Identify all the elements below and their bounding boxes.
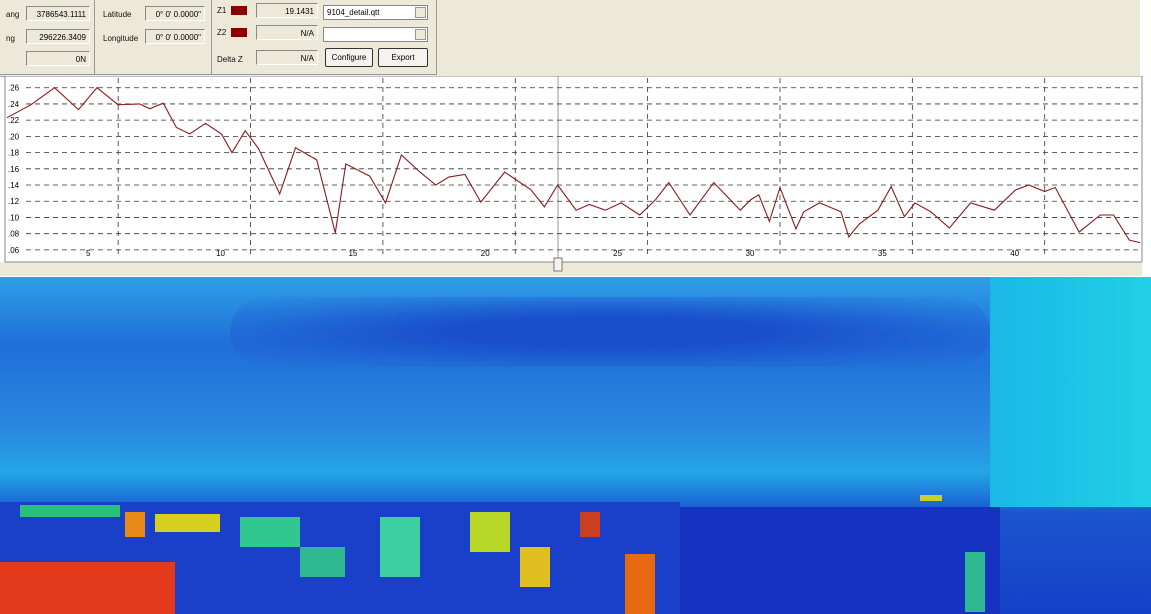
- label: Delta Z: [217, 55, 243, 64]
- label: Z2: [217, 28, 226, 37]
- label: Z1: [217, 6, 226, 15]
- x-tick-label: 40: [1010, 249, 1019, 258]
- y-tick-label: .18: [8, 149, 20, 158]
- y-tick-label: .24: [8, 100, 20, 109]
- color-swatch[interactable]: [231, 6, 247, 15]
- label: Latitude: [103, 10, 131, 19]
- easting-field[interactable]: 3786543.1111: [26, 6, 90, 21]
- x-tick-label: 35: [878, 249, 887, 258]
- coord-group: ang 3786543.1111 ng 296226.3409 0N: [0, 0, 95, 75]
- y-tick-label: .22: [8, 116, 20, 125]
- x-tick-label: 20: [481, 249, 490, 258]
- latlon-group: Latitude 0° 0' 0.0000" Longitude 0° 0' 0…: [95, 0, 212, 75]
- toolbar: ang 3786543.1111 ng 296226.3409 0N Latit…: [0, 0, 1140, 77]
- northing-field[interactable]: 296226.3409: [26, 29, 90, 44]
- latitude-field[interactable]: 0° 0' 0.0000": [145, 6, 205, 21]
- y-tick-label: .12: [8, 197, 20, 206]
- dropdown-text: 9104_detail.qtt: [327, 8, 380, 17]
- configure-button[interactable]: Configure: [325, 48, 373, 67]
- x-tick-label: 25: [613, 249, 622, 258]
- label: ng: [6, 34, 15, 43]
- label: ang: [6, 10, 19, 19]
- x-tick-label: 10: [216, 249, 225, 258]
- y-tick-label: .26: [8, 84, 20, 93]
- profile-chart: .06 .08 .10 .12 .14 .16 .18 .20 .22 .24 .26 5 10 15 20…: [0, 76, 1151, 277]
- file-dropdown[interactable]: [323, 27, 428, 42]
- slider-thumb[interactable]: [554, 258, 562, 271]
- y-tick-label: .06: [8, 246, 20, 255]
- y-tick-label: .16: [8, 165, 20, 174]
- z1-field[interactable]: 19.1431: [256, 3, 318, 18]
- z-group: Z1 19.1431 9104_detail.qtt Z2 N/A Delta …: [212, 0, 437, 75]
- delta-field[interactable]: N/A: [256, 50, 318, 65]
- x-tick-label: 15: [348, 249, 357, 258]
- y-tick-label: .08: [8, 230, 20, 239]
- label: Longitude: [103, 34, 138, 43]
- longitude-field[interactable]: 0° 0' 0.0000": [145, 29, 205, 44]
- color-swatch[interactable]: [231, 28, 247, 37]
- zone-field[interactable]: 0N: [26, 51, 90, 66]
- page: ang 3786543.1111 ng 296226.3409 0N Latit…: [0, 0, 1151, 614]
- y-tick-label: .14: [8, 181, 20, 190]
- file-dropdown[interactable]: 9104_detail.qtt: [323, 5, 428, 20]
- scrollbar: [0, 262, 1142, 276]
- elevation-map: [0, 277, 1151, 614]
- z2-field[interactable]: N/A: [256, 25, 318, 40]
- x-tick-label: 5: [86, 249, 91, 258]
- y-tick-label: .10: [8, 213, 20, 222]
- export-button[interactable]: Export: [378, 48, 428, 67]
- y-tick-label: .20: [8, 132, 20, 141]
- x-tick-label: 30: [746, 249, 755, 258]
